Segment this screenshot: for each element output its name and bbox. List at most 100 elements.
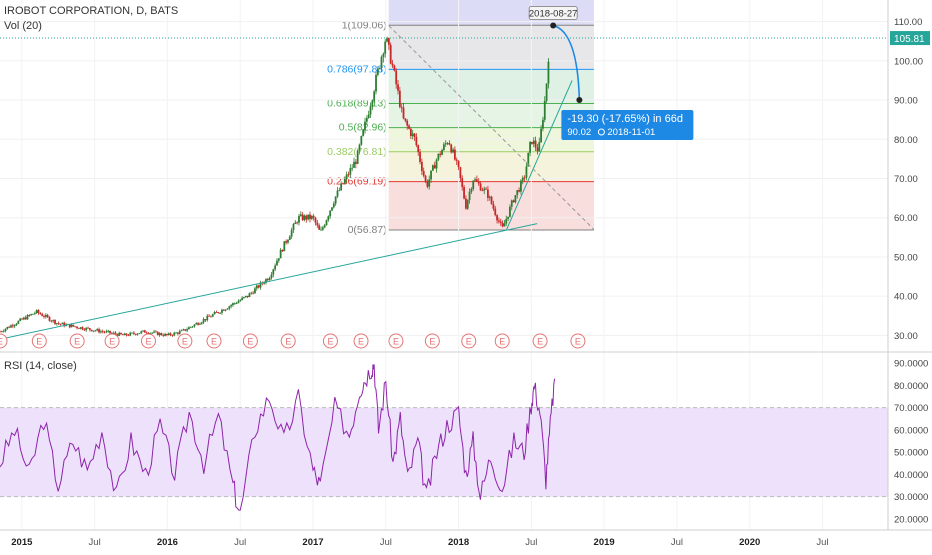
- candle-body: [138, 333, 141, 334]
- candle-body: [362, 129, 365, 137]
- candle-body: [204, 319, 207, 321]
- candle-body: [364, 121, 366, 130]
- earnings-markers[interactable]: EEEEEEEEEEEEEEEEE: [0, 333, 586, 349]
- earnings-marker[interactable]: E: [280, 333, 296, 349]
- earnings-marker[interactable]: E: [242, 333, 258, 349]
- candle-body: [406, 120, 409, 126]
- candle-body: [263, 282, 266, 284]
- candle-body: [22, 317, 25, 320]
- candle-body: [68, 324, 71, 328]
- candle-body: [210, 316, 212, 318]
- candle-body: [531, 142, 533, 144]
- rsi-label[interactable]: RSI (14, close): [4, 360, 77, 372]
- candle-body: [248, 293, 251, 298]
- earnings-badge-label: E: [575, 337, 581, 347]
- time-axis-tick: 2016: [157, 537, 178, 548]
- candle-body: [120, 332, 122, 335]
- earnings-marker[interactable]: E: [177, 333, 193, 349]
- candle-body: [88, 328, 91, 330]
- earnings-marker[interactable]: E: [353, 333, 369, 349]
- time-axis-tick: 2020: [739, 537, 760, 548]
- volume-label[interactable]: Vol (20): [4, 20, 42, 32]
- candle-body: [70, 324, 73, 328]
- symbol-title[interactable]: IROBOT CORPORATION, D, BATS: [4, 5, 179, 17]
- candle-body: [433, 165, 436, 169]
- price-axis-tick: 100.00: [894, 56, 923, 67]
- candle-body: [525, 166, 528, 178]
- earnings-badge-circle: [69, 333, 85, 349]
- candle-body: [136, 333, 139, 335]
- candle-body: [415, 136, 418, 146]
- fib-zone: [388, 69, 594, 104]
- candle-body: [109, 330, 111, 334]
- candle-body: [331, 207, 333, 211]
- price-axis-tick: 70.00: [894, 174, 918, 185]
- drawing-tools[interactable]: 2018-08-27 -19.30 (-17.65%) in 66d 90.02 20…: [0, 6, 888, 340]
- earnings-marker[interactable]: E: [0, 333, 8, 349]
- candle-body: [107, 330, 110, 332]
- candle-body: [314, 217, 317, 223]
- candle-body: [76, 326, 78, 329]
- earnings-badge-label: E: [182, 337, 188, 347]
- candle-body: [510, 200, 513, 207]
- candle-body: [442, 144, 445, 151]
- trendline[interactable]: [0, 223, 538, 340]
- candle-body: [464, 198, 467, 209]
- candle-body: [230, 305, 233, 307]
- candle-body: [547, 61, 550, 84]
- candle-body: [307, 214, 310, 220]
- earnings-marker[interactable]: E: [322, 333, 338, 349]
- earnings-marker[interactable]: E: [494, 333, 510, 349]
- candle-body: [79, 327, 82, 329]
- time-axis-tick: Jul: [816, 537, 828, 548]
- earnings-marker[interactable]: E: [31, 333, 47, 349]
- fib-level-label: 1(109.06): [342, 19, 387, 31]
- earnings-marker[interactable]: E: [140, 333, 156, 349]
- earnings-marker[interactable]: E: [461, 333, 477, 349]
- projection-arrow[interactable]: [552, 24, 581, 101]
- earnings-badge-circle: [570, 333, 586, 349]
- candle-body: [488, 196, 491, 198]
- last-price-tag-text: 105.81: [894, 34, 925, 45]
- candle-body: [318, 225, 321, 230]
- candle-body: [175, 332, 177, 334]
- earnings-marker[interactable]: E: [388, 333, 404, 349]
- candle-body: [6, 326, 9, 329]
- candle-body: [246, 295, 249, 298]
- candle-body: [195, 323, 198, 325]
- candle-body: [90, 329, 93, 332]
- candle-body: [516, 190, 519, 196]
- candle-body: [281, 249, 284, 252]
- candle-body: [142, 330, 144, 332]
- candle-body: [439, 153, 442, 155]
- candle-body: [19, 318, 22, 321]
- candle-body: [112, 332, 115, 334]
- candle-body: [483, 188, 486, 191]
- earnings-marker[interactable]: E: [206, 333, 222, 349]
- earnings-badge-label: E: [36, 337, 42, 347]
- candle-body: [305, 215, 308, 220]
- candle-body: [369, 106, 372, 115]
- candle-body: [351, 167, 354, 169]
- trendline[interactable]: [506, 80, 573, 230]
- earnings-marker[interactable]: E: [424, 333, 440, 349]
- projection-info-box[interactable]: -19.30 (-17.65%) in 66d 90.02 2018-11-01: [561, 109, 694, 140]
- candle-body: [402, 107, 405, 119]
- time-axis-tick: 2018: [448, 537, 469, 548]
- candle-body: [303, 215, 306, 221]
- earnings-marker[interactable]: E: [532, 333, 548, 349]
- candle-body: [4, 328, 7, 332]
- date-tag-text: 2018-08-27: [529, 9, 578, 20]
- candle-body: [332, 203, 335, 208]
- earnings-badge-circle: [31, 333, 47, 349]
- earnings-badge-circle: [424, 333, 440, 349]
- candle-body: [518, 190, 520, 192]
- candle-body: [411, 133, 414, 136]
- candle-body: [41, 314, 44, 317]
- earnings-marker[interactable]: E: [570, 333, 586, 349]
- candle-body: [397, 84, 399, 91]
- earnings-marker[interactable]: E: [69, 333, 85, 349]
- earnings-marker[interactable]: E: [104, 333, 120, 349]
